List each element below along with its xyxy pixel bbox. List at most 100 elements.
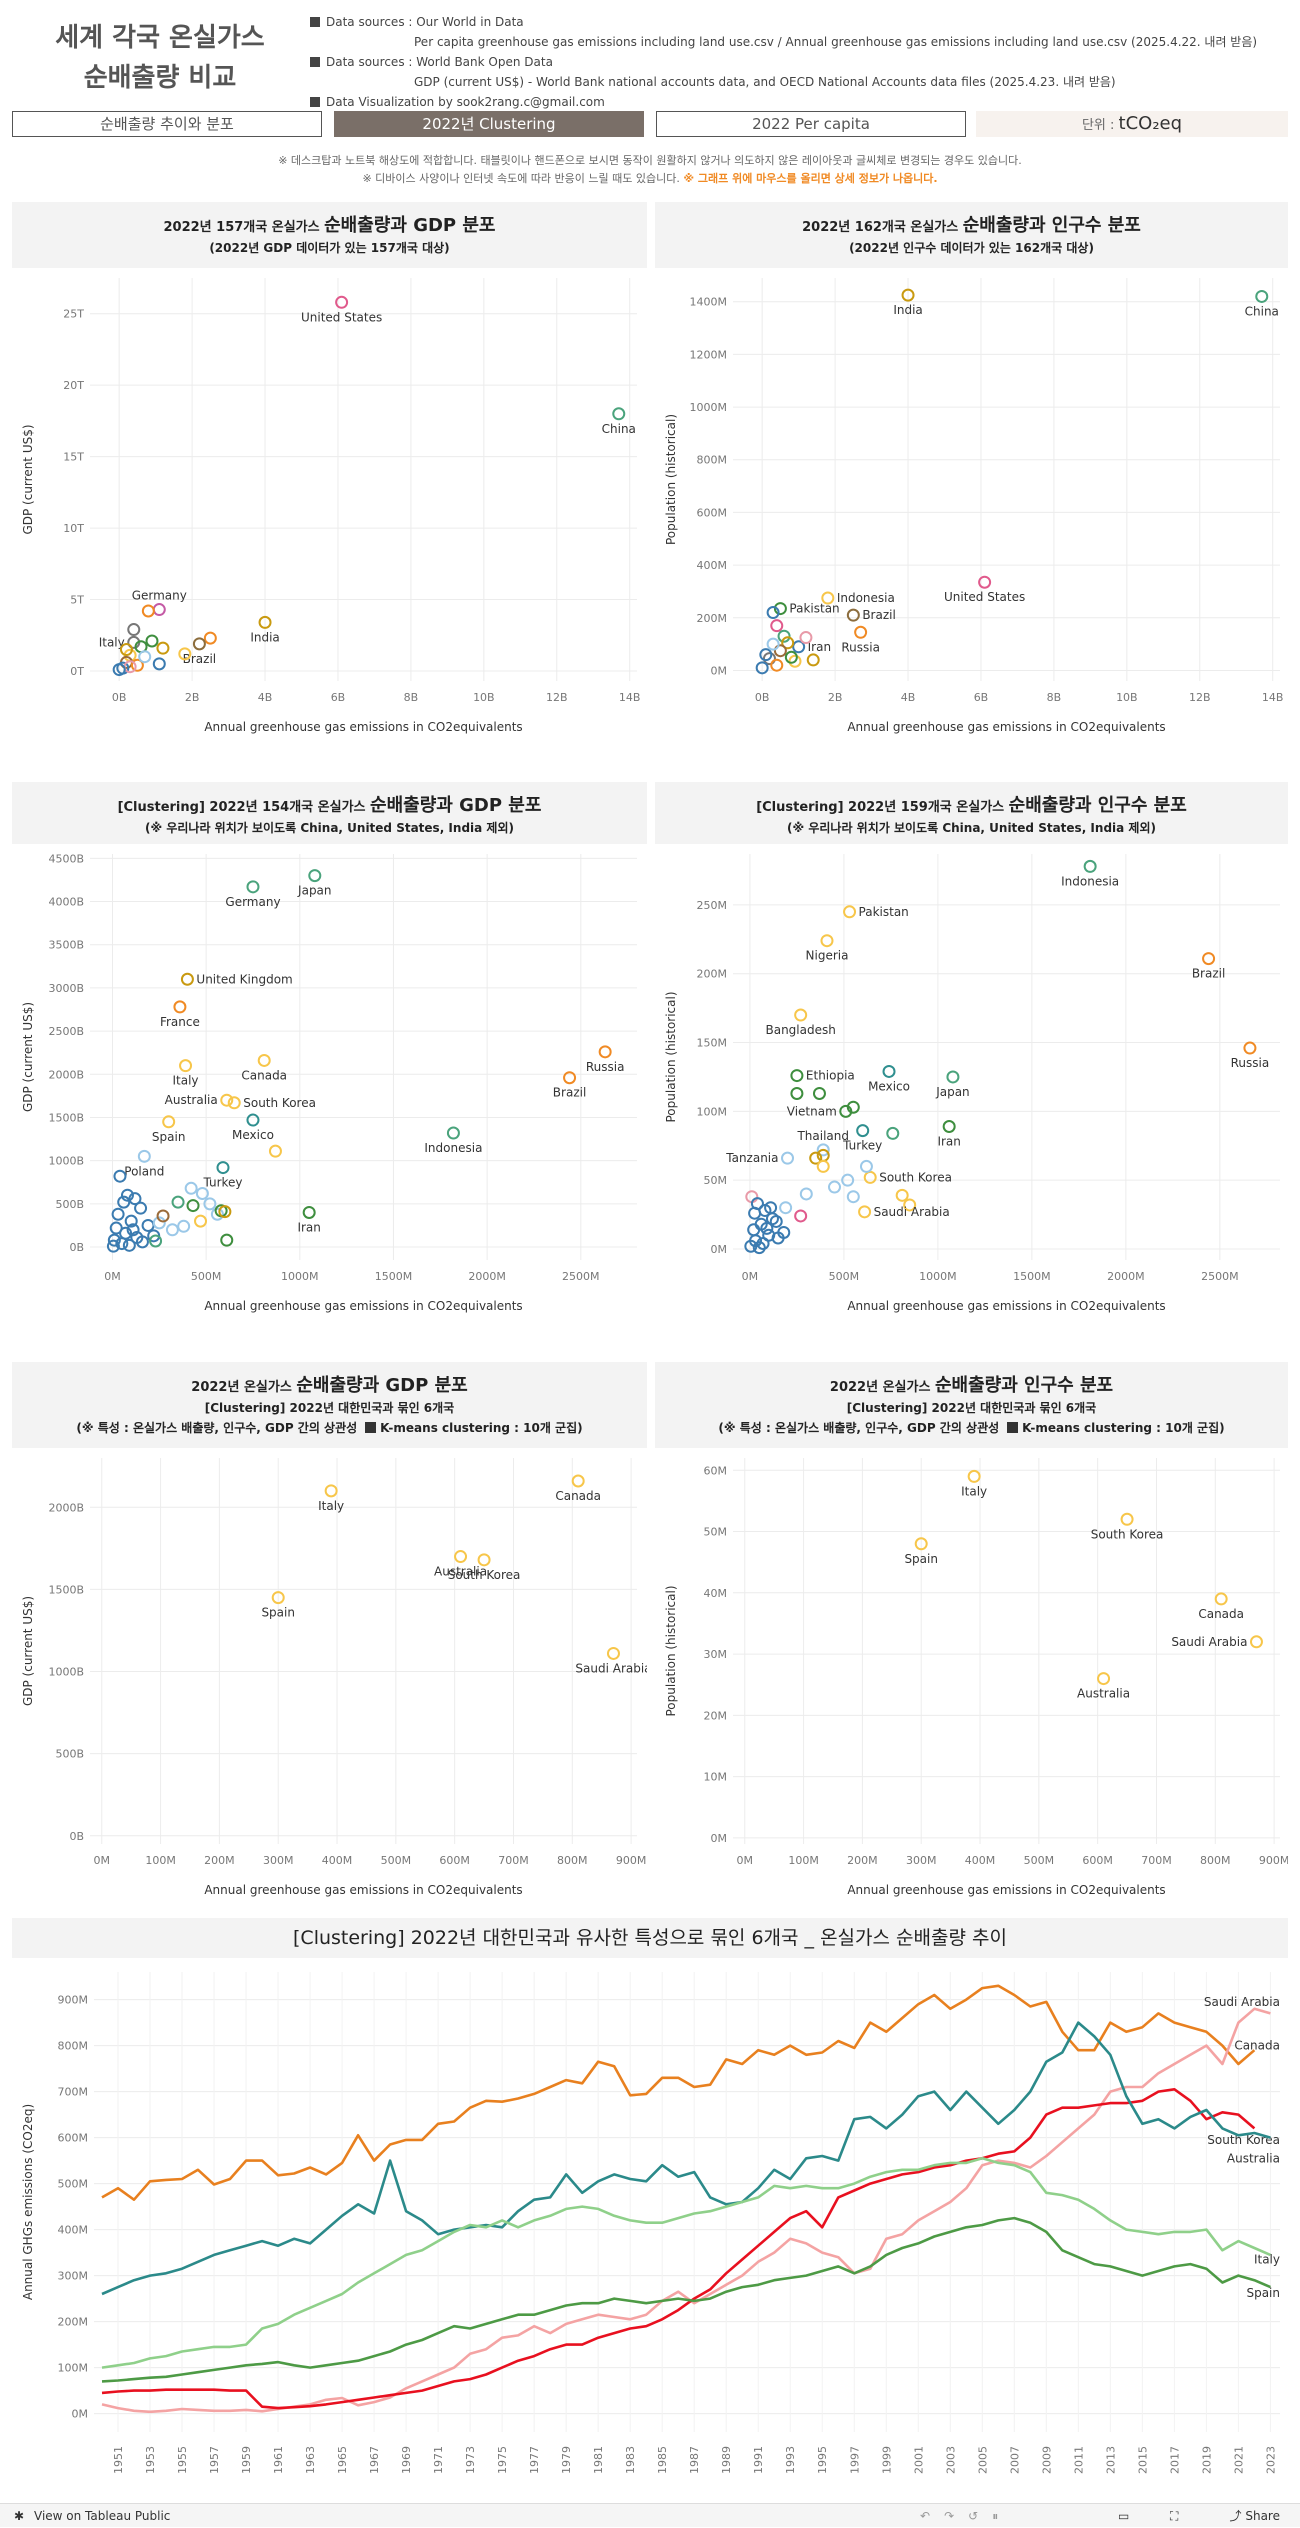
panel-title-prefix: [Clustering] 2022년 154개국 온실가스: [117, 800, 366, 815]
panel-title-main: 순배출량과 GDP 분포: [370, 795, 542, 816]
x-tick-label: 1967: [368, 2446, 381, 2474]
line-chart-title: [Clustering] 2022년 대한민국과 유사한 특성으로 묶인 6개국…: [12, 1918, 1288, 1958]
scatter-point: [748, 1206, 762, 1220]
panel-title-prefix: 2022년 162개국 온실가스: [802, 220, 959, 235]
scatter-point: [781, 636, 795, 650]
pause-icon[interactable]: ⏸: [992, 2509, 1013, 2523]
scatter-point: [777, 1225, 791, 1239]
y-tick-label: 1500B: [48, 1583, 84, 1596]
x-tick-label: 1975: [496, 2446, 509, 2474]
y-tick-label: 150M: [697, 1037, 728, 1050]
x-tick-label: 14B: [1262, 691, 1284, 704]
x-tick-label: 1963: [304, 2446, 317, 2474]
y-axis-title: Annual GHGs emissions (CO2eq): [21, 2104, 35, 2300]
scatter-point: [106, 1239, 120, 1253]
scatter-point: [755, 661, 769, 675]
scatter-point: [127, 623, 141, 637]
y-tick-label: 1000B: [48, 1666, 84, 1679]
tab-trend-distribution[interactable]: 순배출량 추이와 분포: [12, 111, 322, 137]
y-tick-label: 1400M: [690, 296, 728, 309]
scatter-point: [816, 1159, 830, 1173]
point-label: South Korea: [1091, 1527, 1164, 1541]
scatter-point: [752, 1241, 766, 1255]
series-label: Spain: [1246, 2286, 1280, 2300]
scatter-point: [792, 640, 806, 654]
scatter-point: [854, 625, 868, 639]
x-axis-title: Annual greenhouse gas emissions in CO2eq…: [847, 720, 1165, 734]
undo-icon[interactable]: ↶: [920, 2509, 945, 2523]
x-tick-label: 1989: [720, 2446, 733, 2474]
chart-korea-cluster-population[interactable]: 0M 10M 20M 30M 40M 50M 60M 0M 100M 200M 300M 400M 50…: [655, 1448, 1288, 1902]
y-tick-label: 0M: [711, 1832, 728, 1845]
point-label: United Kingdom: [196, 972, 292, 986]
chart-emission-trend[interactable]: 0M 100M 200M 300M 400M 500M 600M 700M 800M 900M 19…: [12, 1962, 1288, 2500]
panel-subtitle: (2022년 GDP 데이터가 있는 157개국 대상): [209, 241, 450, 255]
scatter-point: [777, 629, 791, 643]
notice-line1: ※ 데스크탑과 노트북 해상도에 적합합니다. 태블릿이나 핸드폰으로 보시면 …: [278, 154, 1022, 167]
series-line: [101, 2157, 1271, 2369]
x-tick-label: 1969: [400, 2446, 413, 2474]
scatter-point: [820, 934, 834, 948]
x-tick-label: 0M: [94, 1854, 111, 1867]
scatter-point: [914, 1537, 928, 1551]
scatter-point: [178, 647, 192, 661]
chart-cluster-population[interactable]: 0M 50M 100M 150M 200M 250M 0M 500M 1000M 1500M 200…: [655, 844, 1288, 1324]
y-tick-label: 4500B: [48, 852, 84, 865]
scatter-point: [773, 644, 787, 658]
y-tick-label: 3000B: [48, 982, 84, 995]
x-tick-label: 1995: [816, 2446, 829, 2474]
y-tick-label: 2000B: [48, 1501, 84, 1514]
x-tick-label: 1999: [880, 2446, 893, 2474]
fullscreen-icon[interactable]: ⛶: [1170, 2509, 1179, 2523]
panel-population-scatter: 2022년 162개국 온실가스 순배출량과 인구수 분포 (2022년 인구수…: [655, 202, 1288, 762]
scatter-point: [186, 1199, 200, 1213]
chart-population-all[interactable]: 0M 200M 400M 600M 800M 1000M 1200M 1400M 0B 2B 4B 6…: [655, 268, 1288, 748]
panel-header: [Clustering] 2022년 159개국 온실가스 순배출량과 인구수 …: [655, 782, 1288, 844]
x-tick-label: 1955: [176, 2446, 189, 2474]
scatter-point: [858, 1205, 872, 1219]
scatter-point: [194, 1214, 208, 1228]
revert-icon[interactable]: ↺: [968, 2509, 993, 2523]
y-axis-title: GDP (current US$): [21, 1002, 35, 1112]
y-axis-title: Population (historical): [664, 1585, 678, 1716]
panel-header: [Clustering] 2022년 154개국 온실가스 순배출량과 GDP …: [12, 782, 647, 844]
y-tick-label: 1000B: [48, 1155, 84, 1168]
y-axis-title: Population (historical): [664, 991, 678, 1122]
panel-kmeans-note: K-means clustering : 10개 군집): [380, 1421, 583, 1435]
y-tick-label: 40M: [704, 1587, 728, 1600]
panel-title-prefix: 2022년 온실가스: [829, 1380, 931, 1395]
point-label: Spain: [904, 1552, 938, 1566]
scatter-point: [152, 657, 166, 671]
scatter-point: [107, 1233, 121, 1247]
scatter-point: [335, 295, 349, 309]
download-icon[interactable]: ▭: [1118, 2509, 1130, 2523]
panel-kmeans-note: K-means clustering : 10개 군집): [1022, 1421, 1225, 1435]
panel-subtitle: [Clustering] 2022년 대한민국과 묶인 6개국: [846, 1401, 1097, 1415]
toolbar-icons: ↶↷↺⏸: [920, 2504, 1012, 2528]
panel-subtitle: (※ 우리나라 위치가 보이도록 China, United States, I…: [145, 821, 514, 835]
point-label: South Korea: [243, 1096, 316, 1110]
panel-title-prefix: [Clustering] 2022년 159개국 온실가스: [756, 800, 1005, 815]
scatter-point: [788, 654, 802, 668]
tab-2022-clustering[interactable]: 2022년 Clustering: [334, 111, 644, 137]
redo-icon[interactable]: ↷: [944, 2509, 969, 2523]
chart-gdp-all[interactable]: 0T 5T 10T 15T 20T 25T 0B 2B 4B 6B 8B 10B 12B 14B Annua…: [12, 268, 647, 748]
scatter-point: [1255, 289, 1269, 303]
chart-korea-cluster-gdp[interactable]: 0B 500B 1000B 1500B 2000B 0M 100M 200M 300M 400M 5…: [12, 1448, 647, 1902]
view-on-tableau-link[interactable]: View on Tableau Public: [34, 2509, 171, 2523]
y-tick-label: 800M: [58, 2040, 89, 2053]
scatter-point: [117, 1195, 131, 1209]
x-tick-label: 200M: [204, 1854, 235, 1867]
point-label: Japan: [935, 1085, 969, 1099]
x-tick-label: 2015: [1136, 2446, 1149, 2474]
y-tick-label: 20T: [63, 379, 84, 392]
point-label: Pakistan: [859, 905, 909, 919]
chart-cluster-gdp[interactable]: 0B 500B 1000B 1500B 2000B 2500B 3000B 3500B 4000…: [12, 844, 647, 1324]
tab-2022-per-capita[interactable]: 2022 Per capita: [656, 111, 966, 137]
point-label: Mexico: [868, 1079, 910, 1093]
share-button[interactable]: ⤴ Share: [1230, 2504, 1280, 2528]
y-tick-label: 200M: [697, 968, 728, 981]
scatter-point: [308, 869, 322, 883]
bullet-square-icon: [310, 57, 320, 67]
x-tick-label: 8B: [1047, 691, 1062, 704]
